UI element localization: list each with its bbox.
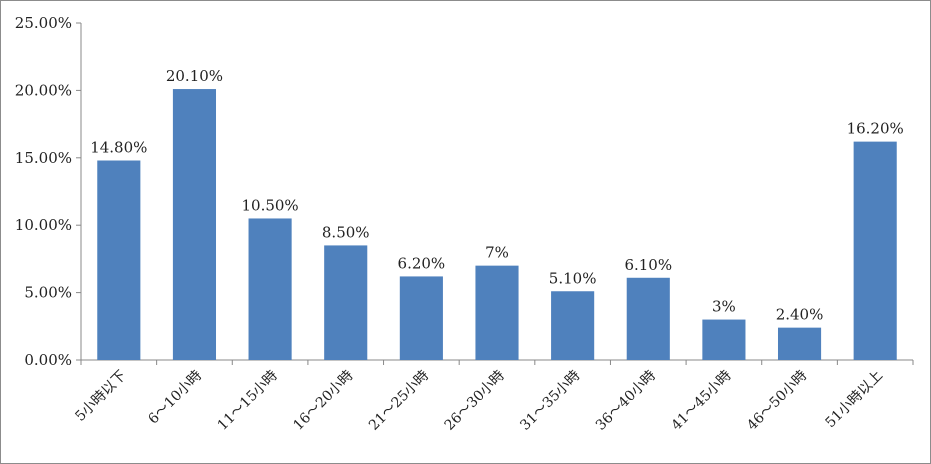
bar <box>853 141 897 360</box>
category-label: 11～15小時 <box>215 368 281 434</box>
data-label: 16.20% <box>847 120 904 138</box>
data-label: 6.10% <box>624 256 672 274</box>
data-label: 10.50% <box>241 196 298 214</box>
bar <box>702 319 746 360</box>
bar <box>97 160 141 360</box>
data-label: 5.10% <box>549 269 597 287</box>
data-label: 14.80% <box>90 138 147 156</box>
bar <box>399 276 443 360</box>
bar <box>551 291 595 360</box>
data-label: 3% <box>712 298 736 316</box>
data-label: 7% <box>485 244 509 262</box>
bar <box>324 245 368 360</box>
y-axis-ticks: 0.00% 5.00% 10.00% 15.00% 20.00% 25.00% <box>15 14 914 369</box>
category-label: 31～35小時 <box>517 368 583 434</box>
category-label: 5小時以下 <box>72 368 129 425</box>
category-label: 16～20小時 <box>290 368 356 434</box>
y-tick-label: 0.00% <box>24 351 72 369</box>
category-label: 26～30小時 <box>442 368 508 434</box>
bar <box>172 89 217 360</box>
data-labels: 14.80% 20.10% 10.50% 8.50% 6.20% 7% 5.10% 6.10%… <box>90 67 904 324</box>
category-label: 51小時以上 <box>822 368 886 432</box>
category-label: 6～10小時 <box>145 368 205 428</box>
category-label: 36～40小時 <box>593 368 659 434</box>
y-tick-label: 5.00% <box>24 284 72 302</box>
bars <box>97 89 897 360</box>
data-label: 8.50% <box>322 223 370 241</box>
y-tick-label: 25.00% <box>15 14 72 32</box>
bar <box>626 277 670 360</box>
data-label: 2.40% <box>776 306 824 324</box>
data-label: 20.10% <box>166 67 223 85</box>
y-tick-label: 10.00% <box>15 216 72 234</box>
category-label: 41～45小時 <box>669 368 735 434</box>
bar <box>248 218 292 360</box>
category-label: 46～50小時 <box>744 368 810 434</box>
category-labels: 5小時以下 6～10小時 11～15小時 16～20小時 21～25小時 26～30小時 3… <box>72 368 886 434</box>
bar <box>475 265 519 360</box>
category-label: 21～25小時 <box>366 368 432 434</box>
bar <box>777 327 822 360</box>
y-tick-label: 20.00% <box>15 81 72 99</box>
data-label: 6.20% <box>398 254 446 272</box>
y-tick-label: 15.00% <box>15 149 72 167</box>
